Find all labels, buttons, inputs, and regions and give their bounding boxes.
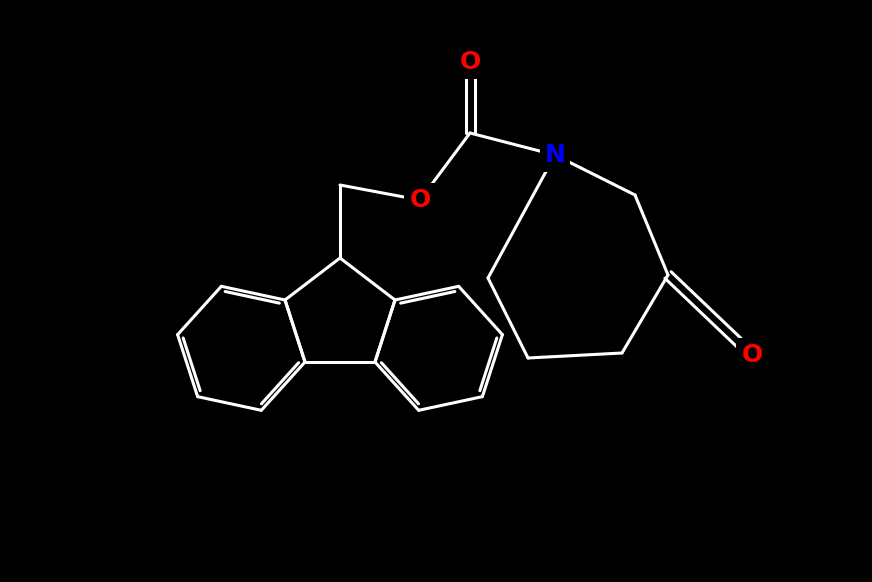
Text: O: O (460, 50, 480, 74)
Text: O: O (409, 188, 431, 212)
Text: N: N (544, 143, 565, 167)
Text: O: O (741, 343, 763, 367)
